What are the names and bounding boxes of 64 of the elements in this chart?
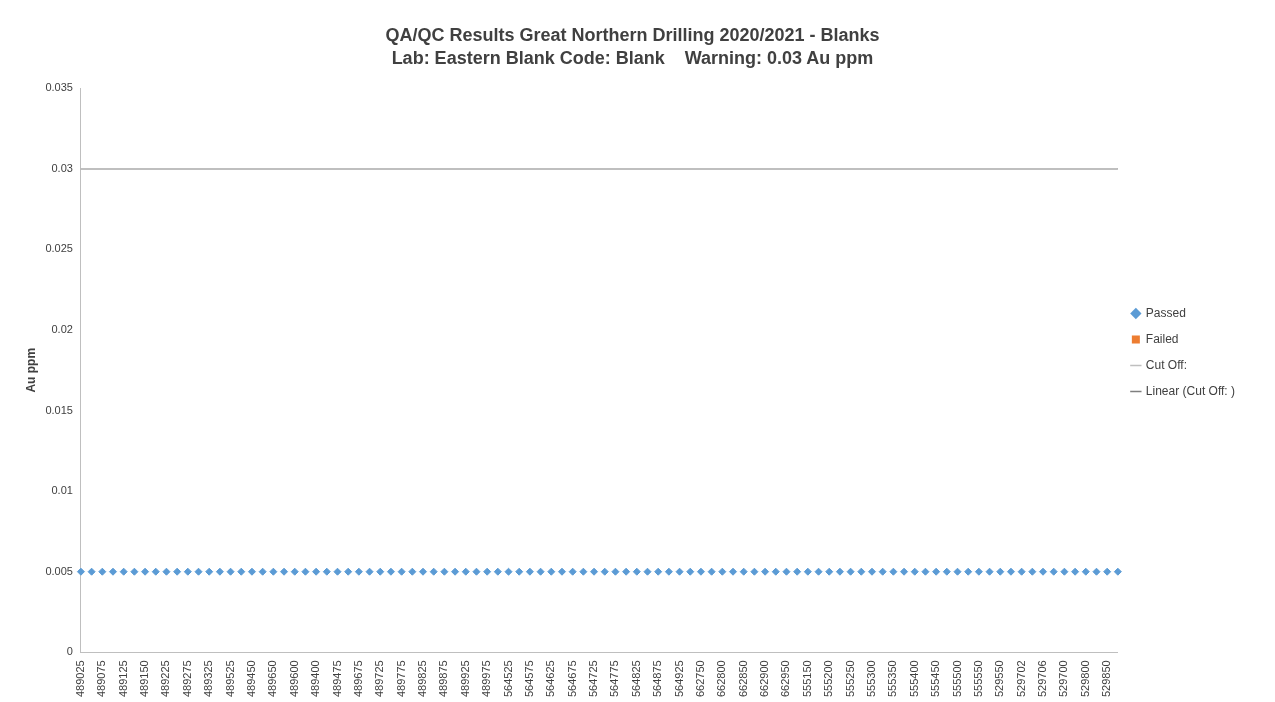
x-tick-label: 489825 xyxy=(416,660,429,698)
x-tick-label: 564575 xyxy=(522,660,535,698)
x-tick-label: 489225 xyxy=(159,660,172,698)
x-tick-label: 489650 xyxy=(266,660,279,698)
x-tick-label: 489025 xyxy=(73,660,86,698)
x-tick-label: 489450 xyxy=(245,660,257,698)
x-tick-label: 489475 xyxy=(330,660,343,698)
y-tick-label: 0 xyxy=(66,645,73,658)
x-tick-label: 555500 xyxy=(950,660,963,698)
chart-title: QA/QC Results Great Northern Drilling 2020/2021 - Blanks xyxy=(385,24,880,45)
y-tick-label: 0.03 xyxy=(51,161,73,174)
x-tick-label: 662900 xyxy=(758,660,771,698)
x-tick-label: 564875 xyxy=(651,660,664,698)
legend-label: Passed xyxy=(1145,305,1186,320)
y-tick-label: 0.02 xyxy=(51,322,73,335)
x-tick-label: 489325 xyxy=(202,660,215,698)
y-tick-label: 0.015 xyxy=(45,403,73,416)
x-tick-label: 555400 xyxy=(907,660,920,698)
x-tick-label: 529550 xyxy=(993,660,1006,698)
x-tick-label: 564825 xyxy=(629,660,642,698)
x-tick-label: 555200 xyxy=(822,660,835,698)
x-tick-label: 489925 xyxy=(458,660,471,698)
y-tick-label: 0.035 xyxy=(45,81,73,94)
x-tick-label: 564525 xyxy=(501,660,514,698)
x-tick-label: 529706 xyxy=(1036,660,1049,698)
x-tick-label: 529700 xyxy=(1057,660,1070,698)
x-tick-label: 564625 xyxy=(544,660,557,698)
x-tick-label: 529800 xyxy=(1078,660,1091,698)
x-tick-label: 564775 xyxy=(608,660,621,698)
x-tick-label: 489125 xyxy=(116,660,129,698)
x-tick-label: 489275 xyxy=(180,660,193,698)
legend-label: Cut Off: xyxy=(1145,357,1187,372)
y-tick-label: 0.005 xyxy=(45,564,73,577)
x-tick-label: 489150 xyxy=(138,660,151,698)
x-tick-label: 555250 xyxy=(843,660,856,698)
x-tick-label: 489600 xyxy=(287,660,300,698)
chart-subtitle: Lab: Eastern Blank Code: Blank Warning: 0.03 Au ppm xyxy=(391,48,874,69)
x-tick-label: 662800 xyxy=(715,660,728,698)
x-tick-label: 529850 xyxy=(1100,660,1113,698)
x-tick-label: 662850 xyxy=(736,660,749,698)
x-tick-label: 564925 xyxy=(672,660,685,698)
x-tick-label: 489725 xyxy=(373,660,386,698)
x-tick-label: 555550 xyxy=(971,660,984,698)
x-tick-label: 529702 xyxy=(1014,660,1027,698)
x-tick-label: 662950 xyxy=(779,660,792,698)
x-tick-label: 555450 xyxy=(929,660,942,698)
y-tick-label: 0.025 xyxy=(45,242,73,255)
x-tick-label: 489525 xyxy=(223,660,236,698)
x-tick-label: 555300 xyxy=(865,660,878,698)
y-tick-label: 0.01 xyxy=(51,484,73,497)
x-tick-label: 564725 xyxy=(587,660,600,698)
x-tick-label: 489675 xyxy=(351,660,364,698)
x-tick-label: 564675 xyxy=(565,660,578,698)
legend-label: Failed xyxy=(1145,331,1179,346)
legend-label: Linear (Cut Off: ) xyxy=(1145,383,1236,398)
x-tick-label: 555150 xyxy=(800,660,813,698)
x-tick-label: 489875 xyxy=(437,660,450,698)
y-axis-title: Au ppm xyxy=(23,347,38,393)
x-tick-label: 489400 xyxy=(309,660,322,698)
x-tick-label: 662750 xyxy=(693,660,706,698)
x-tick-label: 555350 xyxy=(886,660,899,698)
x-tick-label: 489975 xyxy=(480,660,493,698)
x-tick-label: 489075 xyxy=(95,660,108,698)
x-tick-label: 489775 xyxy=(394,660,407,698)
